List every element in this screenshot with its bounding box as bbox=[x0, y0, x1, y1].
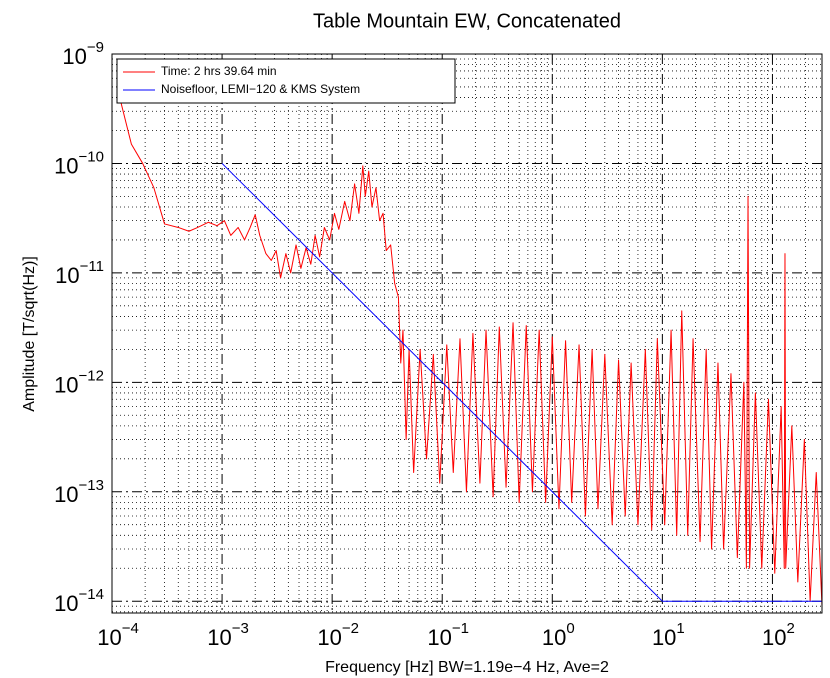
y-axis-label: Amplitude [T/sqrt(Hz)] bbox=[21, 256, 38, 412]
y-tick-label: 10−13 bbox=[54, 477, 104, 507]
y-tick-label: 10−11 bbox=[55, 258, 104, 288]
x-tick-label: 10−4 bbox=[97, 620, 139, 650]
x-tick-label: 10−1 bbox=[427, 620, 469, 650]
plot-area bbox=[112, 54, 822, 613]
chart-title: Table Mountain EW, Concatenated bbox=[313, 10, 621, 32]
y-tick-label: 10−10 bbox=[54, 148, 104, 178]
plot-frame bbox=[111, 53, 823, 614]
x-tick-label: 101 bbox=[652, 620, 685, 650]
x-axis-label: Frequency [Hz] BW=1.19e−4 Hz, Ave=2 bbox=[325, 659, 609, 676]
series-line bbox=[119, 99, 822, 607]
x-tick-label: 10−3 bbox=[207, 620, 249, 650]
x-tick-label: 102 bbox=[762, 620, 795, 650]
y-tick-label: 10−14 bbox=[54, 586, 104, 616]
series-line bbox=[221, 163, 822, 602]
legend-label: Noisefloor, LEMI−120 & KMS System bbox=[161, 82, 360, 96]
x-tick-label: 100 bbox=[542, 620, 575, 650]
y-tick-label: 10−9 bbox=[62, 39, 104, 69]
legend-box bbox=[116, 58, 456, 104]
y-tick-label: 10−12 bbox=[54, 367, 104, 397]
x-tick-label: 10−2 bbox=[317, 620, 359, 650]
legend-label: Time: 2 hrs 39.64 min bbox=[161, 64, 277, 78]
